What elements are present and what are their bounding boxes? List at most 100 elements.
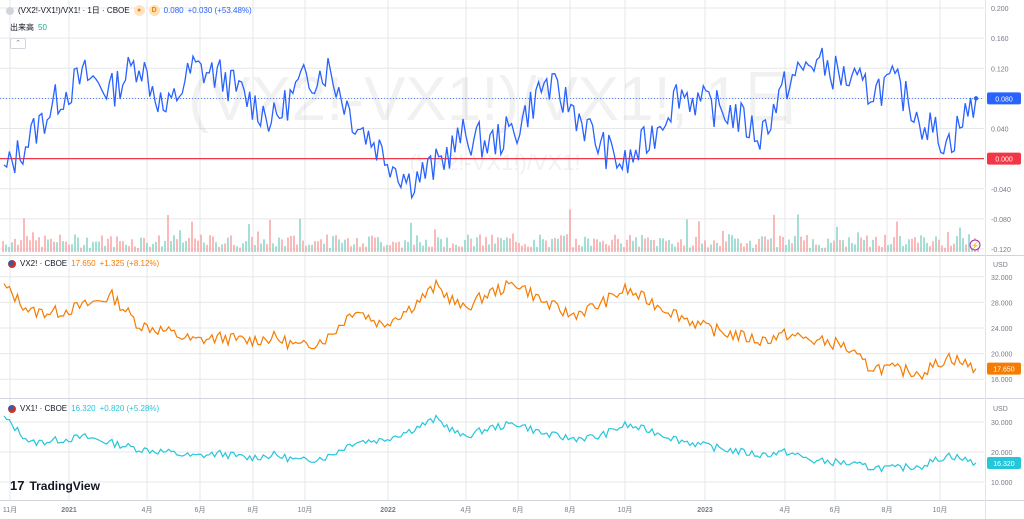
volume-bar [362,243,364,252]
zero-price-tag: 0.000 [995,157,1013,164]
volume-bar [326,234,328,252]
volume-bar [92,241,94,252]
y-tick-label: 0.200 [991,6,1009,13]
volume-bar [599,241,601,252]
volume-bar [485,236,487,252]
volume-bar [260,243,262,252]
volume-bar [440,239,442,252]
x-tick-label: 10月 [933,506,948,514]
x-tick-label: 8月 [248,506,259,514]
volume-bar [431,246,433,252]
volume-bar [635,237,637,252]
volume-bar [602,240,604,252]
volume-bar [737,238,739,252]
volume-bar [437,237,439,252]
volume-bar [11,242,13,252]
volume-bar [746,243,748,252]
volume-bar [791,243,793,252]
volume-bar [206,244,208,252]
volume-bar [821,247,823,252]
volume-bar [785,244,787,252]
volume-bar [674,246,676,252]
volume-bar [914,237,916,252]
volume-bar [551,238,553,252]
volume-bar [911,238,913,252]
volume-bar [263,239,265,252]
volume-bar [494,243,496,252]
collapse-legend-button[interactable]: ⌃ [10,38,26,49]
volume-bar [653,240,655,252]
volume-bar [65,241,67,252]
pane1-change: +0.030 (+53.48%) [187,6,252,15]
volume-bar [881,247,883,252]
pane1-legend: (VX2!-VX1!)/VX1! · 1日 · CBOE ● D 0.080 +… [6,5,252,16]
volume-bar [944,247,946,252]
volume-bar [935,236,937,252]
volume-bar [734,238,736,252]
volume-bar [356,237,358,252]
volume-bar [830,242,832,252]
volume-bar [866,235,868,252]
lightning-icon [969,239,981,251]
volume-bar [545,240,547,252]
volume-bar [404,240,406,252]
volume-bar [773,214,775,252]
x-tick-label: 8月 [565,506,576,514]
market-status-icon: ● [133,5,145,16]
volume-bar [2,241,4,252]
volume-bar [692,245,694,252]
volume-bar [695,236,697,252]
volume-bar [542,239,544,252]
spread-series-line [3,47,977,200]
volume-bar [353,244,355,252]
tradingview-logo[interactable]: 17 TradingView [10,478,100,493]
volume-bar [224,243,226,252]
x-tick-label: 10月 [298,506,313,514]
volume-bar [884,234,886,252]
volume-bar [134,246,136,252]
pane3-legend: VX1! · CBOE 16.320 +0.820 (+5.28%) [8,404,159,413]
volume-bar [644,238,646,252]
volume-bar [902,245,904,252]
volume-bar [299,218,301,252]
volume-bar [857,232,859,252]
volume-bar [890,244,892,252]
volume-bar [752,247,754,252]
volume-bar [566,234,568,252]
pane2-symbol[interactable]: VX2! · CBOE [20,259,68,268]
pane3-symbol[interactable]: VX1! · CBOE [20,404,68,413]
volume-bar [803,240,805,252]
volume-bar [740,243,742,252]
y-tick-label: 0.120 [991,66,1009,73]
volume-bar [293,235,295,252]
volume-bar [389,245,391,252]
volume-bar [227,237,229,252]
volume-bar [962,238,964,252]
volume-bar [230,235,232,252]
last-point-marker [973,96,979,101]
volume-bar [578,245,580,252]
volume-bar [395,242,397,252]
volume-bar [647,237,649,252]
volume-bar [377,237,379,252]
volume-bar [893,237,895,252]
volume-bar [392,241,394,252]
volume-bar [59,234,61,252]
volume-bar [236,246,238,252]
volume-bar [938,239,940,252]
volume-bar [497,237,499,252]
volume-bar [770,238,772,252]
volume-bar [677,242,679,252]
volume-bar [572,247,574,252]
pane1-symbol[interactable]: (VX2!-VX1!)/VX1! · 1日 · CBOE [18,6,130,15]
volume-bar [371,235,373,252]
volume-bar [926,242,928,252]
volume-bar [242,243,244,252]
y-tick-label: 28.000 [991,300,1013,307]
pane2-value: 17.650 [71,259,96,268]
volume-bar [164,241,166,252]
volume-bar [128,246,130,252]
volume-bar [332,236,334,252]
volume-bar [140,237,142,252]
volume-bar [35,240,37,252]
